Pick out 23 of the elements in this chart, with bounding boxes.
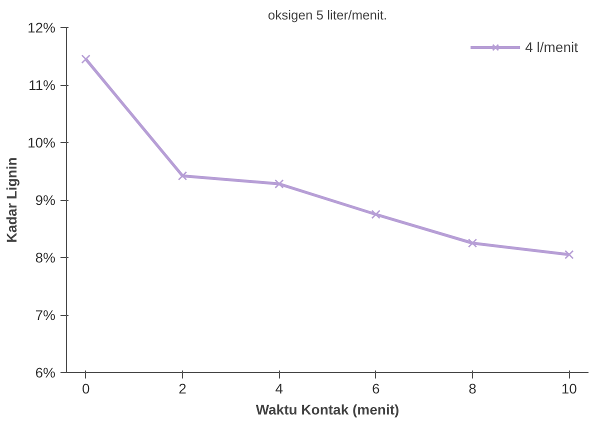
y-tick-label: 6%	[35, 364, 56, 380]
y-tick-label: 7%	[35, 307, 56, 323]
x-axis-title: Waktu Kontak (menit)	[256, 402, 400, 418]
x-tick-label: 0	[82, 380, 90, 396]
x-tick-label: 10	[561, 380, 578, 396]
y-tick-label: 11%	[28, 77, 56, 93]
y-tick-label: 9%	[35, 192, 56, 208]
legend-label: 4 l/menit	[525, 39, 578, 55]
y-tick-label: 8%	[35, 250, 56, 266]
point	[564, 250, 574, 260]
y-tick-label: 10%	[27, 134, 56, 150]
y-tick-label: 12%	[27, 20, 56, 36]
x-tick-label: 6	[372, 380, 380, 396]
x-tick-label: 2	[178, 380, 187, 396]
x-tick-label: 8	[468, 380, 477, 396]
x-tick-label: 4	[275, 380, 284, 396]
point	[81, 54, 90, 64]
point	[468, 238, 478, 248]
y-axis-title: Kadar Lignin	[3, 157, 20, 243]
point	[274, 179, 284, 189]
point	[178, 171, 188, 180]
chart-title: oksigen 5 liter/menit.	[268, 8, 388, 22]
point	[371, 210, 380, 220]
